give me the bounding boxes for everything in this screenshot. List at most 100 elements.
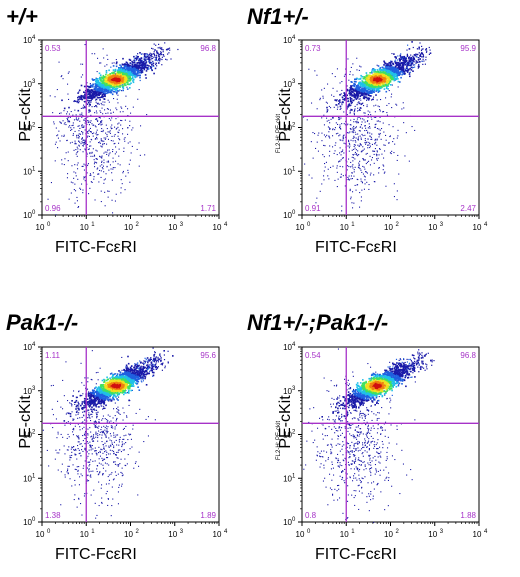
event-dot — [112, 63, 113, 64]
event-dot — [329, 155, 330, 156]
event-dot — [409, 65, 411, 67]
event-dot — [352, 164, 353, 165]
event-dot — [386, 86, 388, 88]
event-dot — [313, 158, 314, 159]
event-dot — [368, 142, 369, 143]
event-dot — [82, 74, 83, 75]
event-dot — [97, 80, 99, 82]
event-dot — [134, 76, 136, 78]
event-dot — [316, 75, 317, 76]
event-dot — [407, 54, 408, 55]
event-dot — [87, 154, 88, 155]
event-dot — [356, 78, 358, 80]
event-dot — [341, 174, 342, 175]
event-dot — [114, 127, 115, 128]
event-dot — [98, 142, 99, 143]
event-dot — [110, 113, 111, 114]
event-dot — [351, 109, 353, 111]
event-dot — [130, 160, 131, 161]
event-dot — [369, 126, 370, 127]
event-dot — [89, 90, 91, 92]
event-dot — [97, 138, 98, 139]
event-dot — [332, 73, 333, 74]
event-dot — [67, 118, 68, 119]
event-dot — [344, 143, 345, 144]
event-dot — [76, 114, 77, 115]
event-dot — [74, 494, 75, 495]
event-dot — [399, 67, 401, 69]
event-dot — [129, 125, 130, 126]
event-dot — [106, 152, 107, 153]
event-dot — [390, 76, 392, 78]
event-dot — [104, 433, 105, 434]
event-dot — [366, 100, 367, 101]
event-dot — [95, 133, 96, 134]
event-dot — [76, 137, 77, 138]
event-dot — [107, 55, 108, 56]
event-dot — [119, 449, 120, 450]
event-dot — [383, 164, 384, 165]
event-dot — [61, 159, 62, 160]
event-dot — [400, 58, 402, 60]
event-dot — [385, 69, 387, 71]
event-dot — [337, 109, 338, 110]
event-dot — [338, 103, 340, 105]
event-dot — [111, 172, 112, 173]
event-dot — [378, 134, 379, 135]
event-dot — [112, 87, 114, 89]
event-dot — [397, 138, 398, 139]
event-dot — [105, 113, 106, 114]
event-dot — [356, 58, 357, 59]
event-dot — [398, 81, 400, 83]
event-dot — [97, 134, 98, 135]
event-dot — [90, 100, 92, 102]
event-dot — [365, 96, 367, 98]
event-dot — [140, 125, 141, 126]
event-dot — [340, 140, 341, 141]
event-dot — [133, 82, 135, 84]
event-dot — [367, 104, 368, 105]
event-dot — [337, 68, 338, 69]
event-dot — [91, 139, 92, 140]
event-dot — [66, 140, 67, 141]
event-dot — [331, 119, 332, 120]
event-dot — [385, 186, 386, 187]
event-dot — [356, 122, 357, 123]
event-dot — [323, 145, 324, 146]
event-dot — [409, 73, 411, 75]
event-dot — [378, 172, 379, 173]
event-dot — [158, 44, 159, 45]
event-dot — [124, 449, 125, 450]
event-dot — [155, 57, 157, 59]
event-dot — [359, 192, 360, 193]
event-dot — [418, 57, 419, 58]
event-dot — [117, 132, 118, 133]
event-dot — [324, 156, 325, 157]
x-tick-label: 10 — [296, 223, 305, 232]
event-dot — [113, 69, 115, 71]
event-dot — [366, 75, 368, 77]
event-dot — [64, 108, 66, 110]
event-dot — [376, 73, 378, 75]
event-dot — [387, 67, 389, 69]
event-dot — [393, 80, 395, 82]
event-dot — [390, 84, 392, 86]
event-dot — [91, 132, 92, 133]
event-dot — [349, 143, 350, 144]
event-dot — [413, 57, 415, 59]
event-dot — [329, 127, 330, 128]
event-dot — [106, 428, 107, 429]
event-dot — [361, 190, 362, 191]
event-dot — [95, 448, 96, 449]
event-dot — [72, 142, 73, 143]
event-dot — [68, 160, 69, 161]
event-dot — [360, 170, 361, 171]
event-dot — [372, 157, 373, 158]
event-dot — [321, 140, 322, 141]
event-dot — [95, 518, 96, 519]
event-dot — [99, 87, 101, 89]
event-dot — [414, 67, 415, 68]
event-dot — [405, 58, 407, 60]
event-dot — [388, 73, 390, 75]
